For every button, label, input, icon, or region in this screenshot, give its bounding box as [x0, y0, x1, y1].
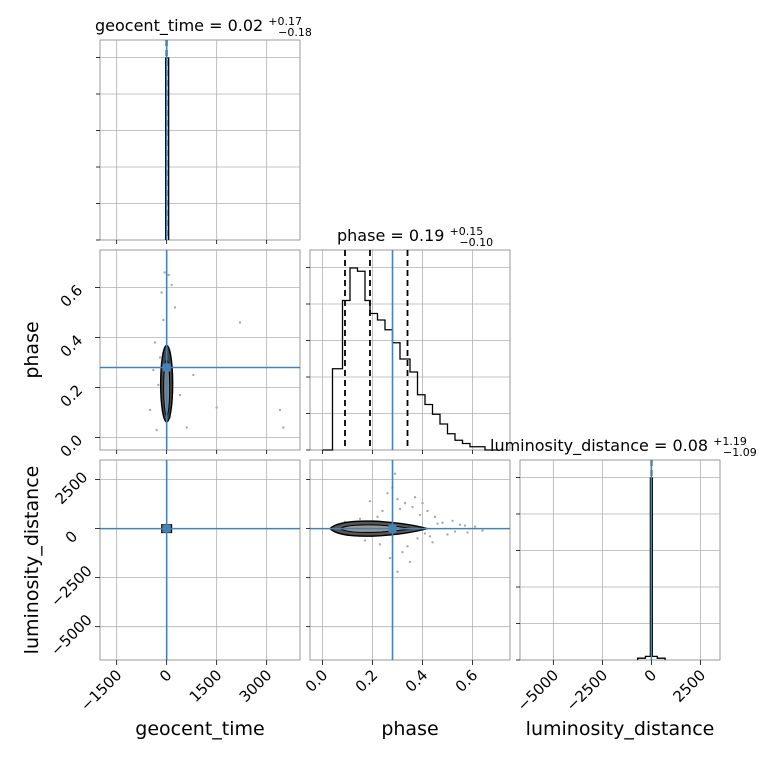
x-tick-label: −5000: [514, 666, 563, 715]
y-axis-label-phase: phase: [21, 321, 43, 378]
scatter-point: [396, 498, 399, 501]
scatter-point: [436, 522, 439, 525]
panel-distance-vs-geocent-time: [99, 459, 301, 661]
scatter-point: [421, 501, 424, 505]
x-tick-label: 3000: [236, 666, 276, 706]
x-axis-label-luminosity-distance: luminosity_distance: [526, 718, 715, 740]
scatter-point: [473, 525, 477, 528]
y-tick-label: 0.6: [57, 281, 87, 311]
scatter-point: [418, 513, 422, 517]
scatter-point: [178, 393, 182, 397]
scatter-point: [466, 531, 469, 534]
truth-marker: [162, 363, 171, 372]
scatter-point: [401, 550, 404, 554]
y-tick-label: 0.0: [57, 431, 87, 461]
scatter-point: [358, 517, 362, 521]
truth-marker: [162, 524, 171, 533]
chart-marks: −1500 0 1500 3000 0.0 0.2 0.4 0.6 −5000 −2500 0 250…: [47, 40, 720, 715]
scatter-point: [278, 408, 282, 412]
scatter-point: [463, 524, 467, 527]
x-tick-label: 0.4: [402, 666, 432, 696]
scatter-point: [416, 537, 419, 540]
panel-distance-vs-phase: [309, 459, 511, 661]
scatter-point: [386, 492, 389, 495]
y-tick-label: 0: [62, 527, 81, 546]
x-tick-label: 2500: [669, 666, 709, 706]
title-geocent-time: geocent_time = 0.02 +0.17 −0.18: [95, 10, 312, 39]
scatter-point: [428, 535, 432, 538]
x-tick-label: 0.2: [352, 666, 382, 696]
title-phase: phase = 0.19 +0.15 −0.10: [337, 220, 493, 249]
scatter-point: [155, 428, 158, 432]
scatter-point: [393, 472, 397, 475]
scatter-point: [446, 533, 449, 536]
scatter-point: [163, 271, 166, 274]
scatter-point: [162, 318, 165, 322]
scatter-point: [451, 519, 454, 522]
x-tick-label: −2500: [563, 666, 612, 715]
scatter-point: [368, 499, 372, 503]
x-tick-label: 0.6: [452, 666, 482, 696]
scatter-point: [381, 509, 384, 513]
panel-geocent-time-hist: [99, 39, 301, 241]
scatter-point: [160, 291, 163, 294]
scatter-point: [148, 408, 152, 412]
panel-phase-vs-geocent-time: [99, 249, 301, 451]
scatter-point: [158, 356, 162, 359]
scatter-point: [413, 496, 417, 499]
x-axis-label-geocent-time: geocent_time: [135, 718, 264, 740]
truth-marker: [388, 524, 397, 533]
x-tick-label: −1500: [77, 666, 126, 715]
scatter-point: [423, 532, 427, 535]
y-tick-label: −2500: [47, 562, 96, 611]
scatter-point: [173, 306, 177, 309]
scatter-point: [396, 570, 399, 573]
scatter-point: [192, 373, 195, 377]
scatter-point: [458, 523, 462, 526]
scatter-point: [403, 501, 407, 505]
scatter-point: [453, 530, 457, 533]
scatter-point: [441, 521, 444, 524]
scatter-point: [388, 556, 392, 560]
panel-phase-hist: [309, 249, 511, 451]
scatter-point: [157, 383, 160, 387]
title-luminosity-distance: luminosity_distance = 0.08 +1.19 −1.09: [490, 430, 757, 459]
scatter-point: [215, 406, 218, 409]
scatter-point: [426, 509, 429, 513]
scatter-point: [433, 515, 437, 519]
y-tick-label: 0.4: [57, 331, 87, 361]
scatter-point: [431, 541, 434, 544]
scatter-point: [153, 341, 157, 344]
scatter-point: [398, 507, 402, 511]
scatter-point: [406, 545, 409, 548]
scatter-point: [185, 426, 188, 429]
x-tick-label: 0: [641, 666, 660, 685]
scatter-point: [378, 543, 382, 546]
scatter-point: [152, 368, 155, 372]
y-tick-label: 2500: [52, 468, 92, 508]
y-tick-label: −5000: [47, 611, 96, 660]
scatter-point: [411, 505, 414, 509]
y-axis-label-luminosity-distance: luminosity_distance: [21, 466, 43, 655]
scatter-point: [282, 426, 285, 429]
scatter-point: [238, 321, 242, 324]
x-tick-label: 0: [156, 666, 175, 685]
scatter-point: [376, 515, 379, 519]
scatter-point: [481, 529, 484, 532]
scatter-point: [170, 283, 173, 287]
scatter-point: [167, 273, 170, 277]
histogram-phase: [322, 267, 498, 451]
scatter-point: [363, 539, 367, 542]
y-tick-label: 0.2: [57, 381, 87, 411]
x-tick-label: 0.0: [302, 666, 332, 696]
scatter-point: [408, 560, 412, 564]
x-tick-label: 1500: [186, 666, 226, 706]
x-axis-label-phase: phase: [381, 718, 438, 740]
panel-distance-hist: [519, 459, 721, 661]
